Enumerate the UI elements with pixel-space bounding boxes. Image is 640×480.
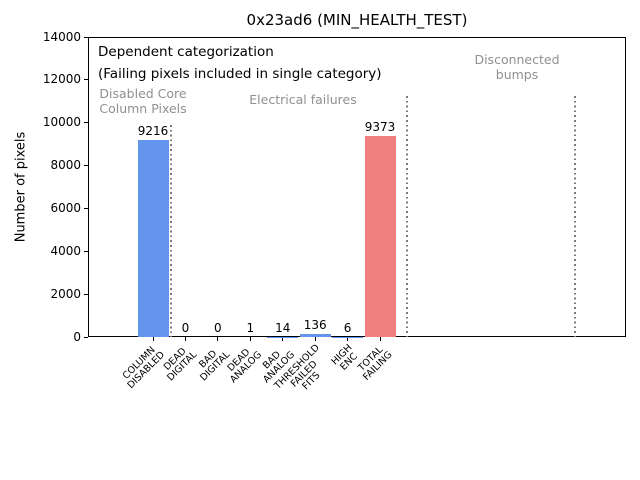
y-tick-mark <box>84 293 88 295</box>
bar-value-label: 6 <box>343 320 352 335</box>
y-tick-mark <box>84 250 88 252</box>
bar <box>364 136 396 337</box>
y-tick-label: 14000 <box>42 29 81 44</box>
x-tick-mark <box>314 337 316 341</box>
y-tick-label: 8000 <box>50 158 81 173</box>
annotation-electrical-failures: Electrical failures <box>249 92 357 107</box>
bar-value-label: 0 <box>214 321 222 335</box>
x-tick-mark <box>347 337 349 341</box>
y-tick-mark <box>84 336 88 338</box>
y-axis-label: Number of pixels <box>13 131 29 243</box>
x-tick-label: TOTAL FAILING <box>355 344 395 383</box>
y-tick-mark <box>84 122 88 124</box>
annotation-failing-pixels-note: (Failing pixels included in single categ… <box>98 66 382 82</box>
y-tick-mark <box>84 207 88 209</box>
x-tick-mark <box>152 337 154 341</box>
separator-line <box>170 125 172 337</box>
x-tick-mark <box>249 337 251 341</box>
y-tick-mark <box>84 79 88 81</box>
annotation-disconnected-bumps: Disconnected bumps <box>474 52 560 82</box>
y-tick-label: 2000 <box>50 286 81 301</box>
x-tick-mark <box>379 337 381 341</box>
bar <box>299 334 331 337</box>
y-tick-label: 4000 <box>50 243 81 258</box>
bar-value-label: 0 <box>181 321 190 335</box>
y-tick-label: 0 <box>73 329 81 344</box>
y-tick-label: 12000 <box>42 72 81 87</box>
separator-line <box>406 96 408 337</box>
bar-value-label: 9216 <box>137 123 169 138</box>
x-tick-mark <box>184 337 186 341</box>
plot-area <box>88 37 626 337</box>
chart-title: 0x23ad6 (MIN_HEALTH_TEST) <box>246 11 468 29</box>
x-tick-mark <box>217 337 219 341</box>
annotation-disabled-core-column-pixels: Disabled Core Column Pixels <box>99 86 187 116</box>
bar-value-label: 1 <box>246 320 255 335</box>
bar <box>137 139 169 337</box>
y-tick-mark <box>84 36 88 38</box>
bar-value-label: 9373 <box>364 120 396 135</box>
separator-line <box>574 96 576 337</box>
bar-value-label: 136 <box>303 318 327 333</box>
bar-value-label: 14 <box>275 320 291 335</box>
y-tick-label: 6000 <box>50 200 81 215</box>
annotation-dependent-categorization: Dependent categorization <box>98 44 274 60</box>
x-tick-mark <box>282 337 284 341</box>
y-tick-mark <box>84 165 88 167</box>
y-tick-label: 10000 <box>42 115 81 130</box>
x-tick-label-anchor: TOTAL FAILING <box>240 343 394 383</box>
